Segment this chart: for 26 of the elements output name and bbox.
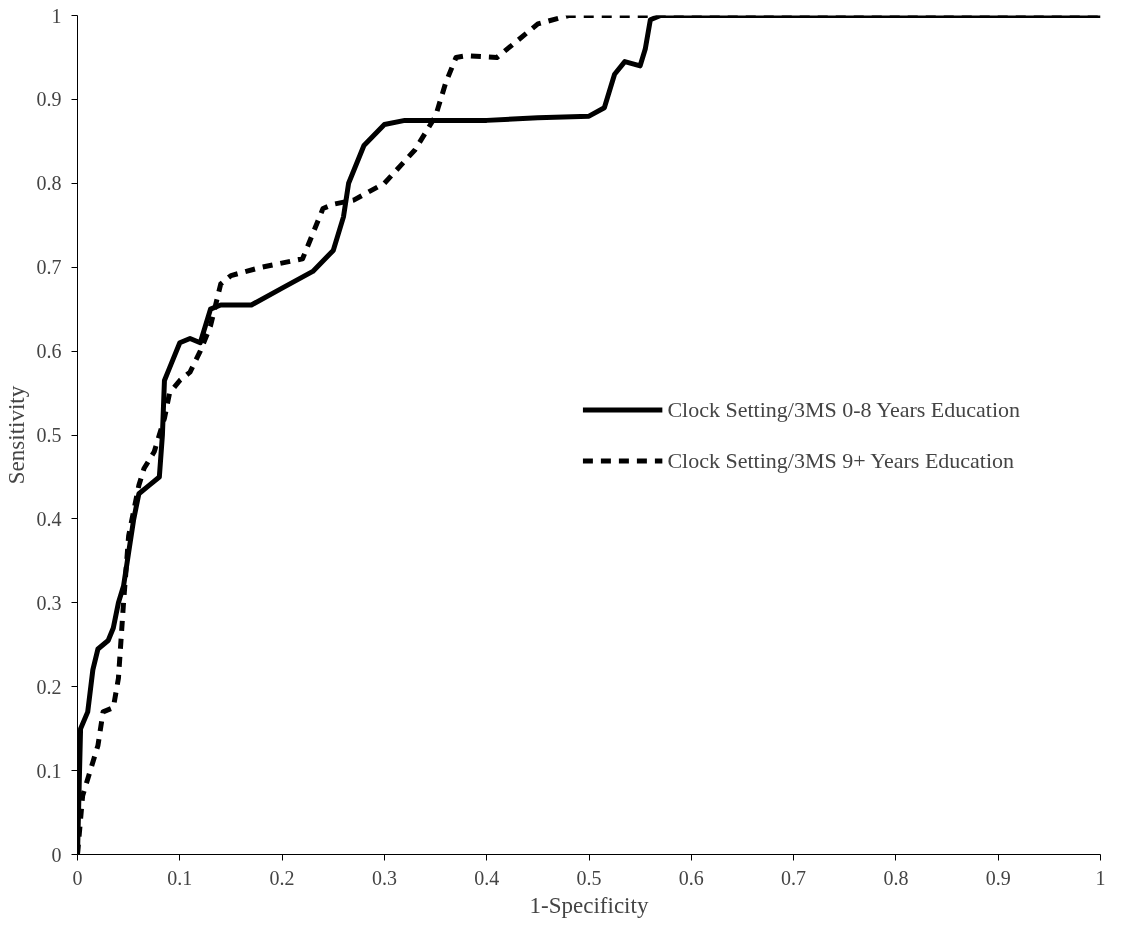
y-tick-label: 0.6 bbox=[36, 340, 62, 363]
y-tick-label: 0.1 bbox=[36, 759, 62, 782]
y-tick-label: 0.2 bbox=[36, 675, 62, 698]
x-tick-label: 0.9 bbox=[985, 866, 1011, 889]
x-tick-label: 0.4 bbox=[474, 866, 500, 889]
y-tick-label: 1 bbox=[51, 4, 62, 27]
y-axis-title: Sensitivity bbox=[3, 385, 29, 485]
x-tick-label: 0.8 bbox=[883, 866, 909, 889]
x-axis-title: 1-Specificity bbox=[529, 892, 649, 918]
y-tick-label: 0.9 bbox=[36, 88, 62, 111]
y-tick-label: 0.4 bbox=[36, 507, 62, 530]
x-tick-label: 0.7 bbox=[781, 866, 807, 889]
x-tick-label: 1 bbox=[1095, 866, 1106, 889]
y-tick-label: 0.8 bbox=[36, 172, 62, 195]
y-tick-label: 0 bbox=[51, 843, 62, 866]
y-tick-label: 0.7 bbox=[36, 256, 62, 279]
y-tick-label: 0.5 bbox=[36, 424, 62, 446]
legend-label: Clock Setting/3MS 0-8 Years Education bbox=[667, 396, 1020, 422]
x-tick-label: 0.6 bbox=[678, 866, 704, 889]
x-tick-label: 0.1 bbox=[167, 866, 193, 889]
legend-label: Clock Setting/3MS 9+ Years Education bbox=[667, 447, 1015, 473]
x-tick-label: 0 bbox=[72, 866, 83, 889]
x-tick-label: 0.3 bbox=[371, 866, 397, 889]
x-tick-label: 0.5 bbox=[576, 866, 602, 889]
y-tick-label: 0.3 bbox=[36, 591, 62, 614]
x-tick-label: 0.2 bbox=[269, 866, 295, 889]
